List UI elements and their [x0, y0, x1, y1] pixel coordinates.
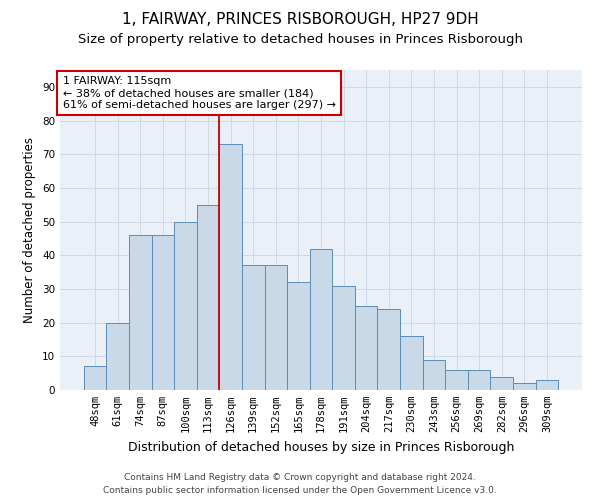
- Bar: [332, 286, 355, 390]
- Bar: [468, 370, 490, 390]
- Bar: [129, 235, 152, 390]
- Bar: [197, 204, 220, 390]
- Bar: [490, 376, 513, 390]
- Y-axis label: Number of detached properties: Number of detached properties: [23, 137, 37, 323]
- Bar: [287, 282, 310, 390]
- Bar: [536, 380, 558, 390]
- Bar: [513, 384, 536, 390]
- Bar: [355, 306, 377, 390]
- Bar: [106, 322, 129, 390]
- Text: Size of property relative to detached houses in Princes Risborough: Size of property relative to detached ho…: [77, 32, 523, 46]
- Bar: [445, 370, 468, 390]
- Bar: [242, 266, 265, 390]
- Bar: [84, 366, 106, 390]
- Bar: [400, 336, 422, 390]
- X-axis label: Distribution of detached houses by size in Princes Risborough: Distribution of detached houses by size …: [128, 440, 514, 454]
- Bar: [377, 309, 400, 390]
- Bar: [265, 266, 287, 390]
- Text: Contains HM Land Registry data © Crown copyright and database right 2024.
Contai: Contains HM Land Registry data © Crown c…: [103, 474, 497, 495]
- Text: 1 FAIRWAY: 115sqm
← 38% of detached houses are smaller (184)
61% of semi-detache: 1 FAIRWAY: 115sqm ← 38% of detached hous…: [62, 76, 335, 110]
- Bar: [422, 360, 445, 390]
- Bar: [152, 235, 174, 390]
- Bar: [174, 222, 197, 390]
- Bar: [220, 144, 242, 390]
- Bar: [310, 248, 332, 390]
- Text: 1, FAIRWAY, PRINCES RISBOROUGH, HP27 9DH: 1, FAIRWAY, PRINCES RISBOROUGH, HP27 9DH: [122, 12, 478, 28]
